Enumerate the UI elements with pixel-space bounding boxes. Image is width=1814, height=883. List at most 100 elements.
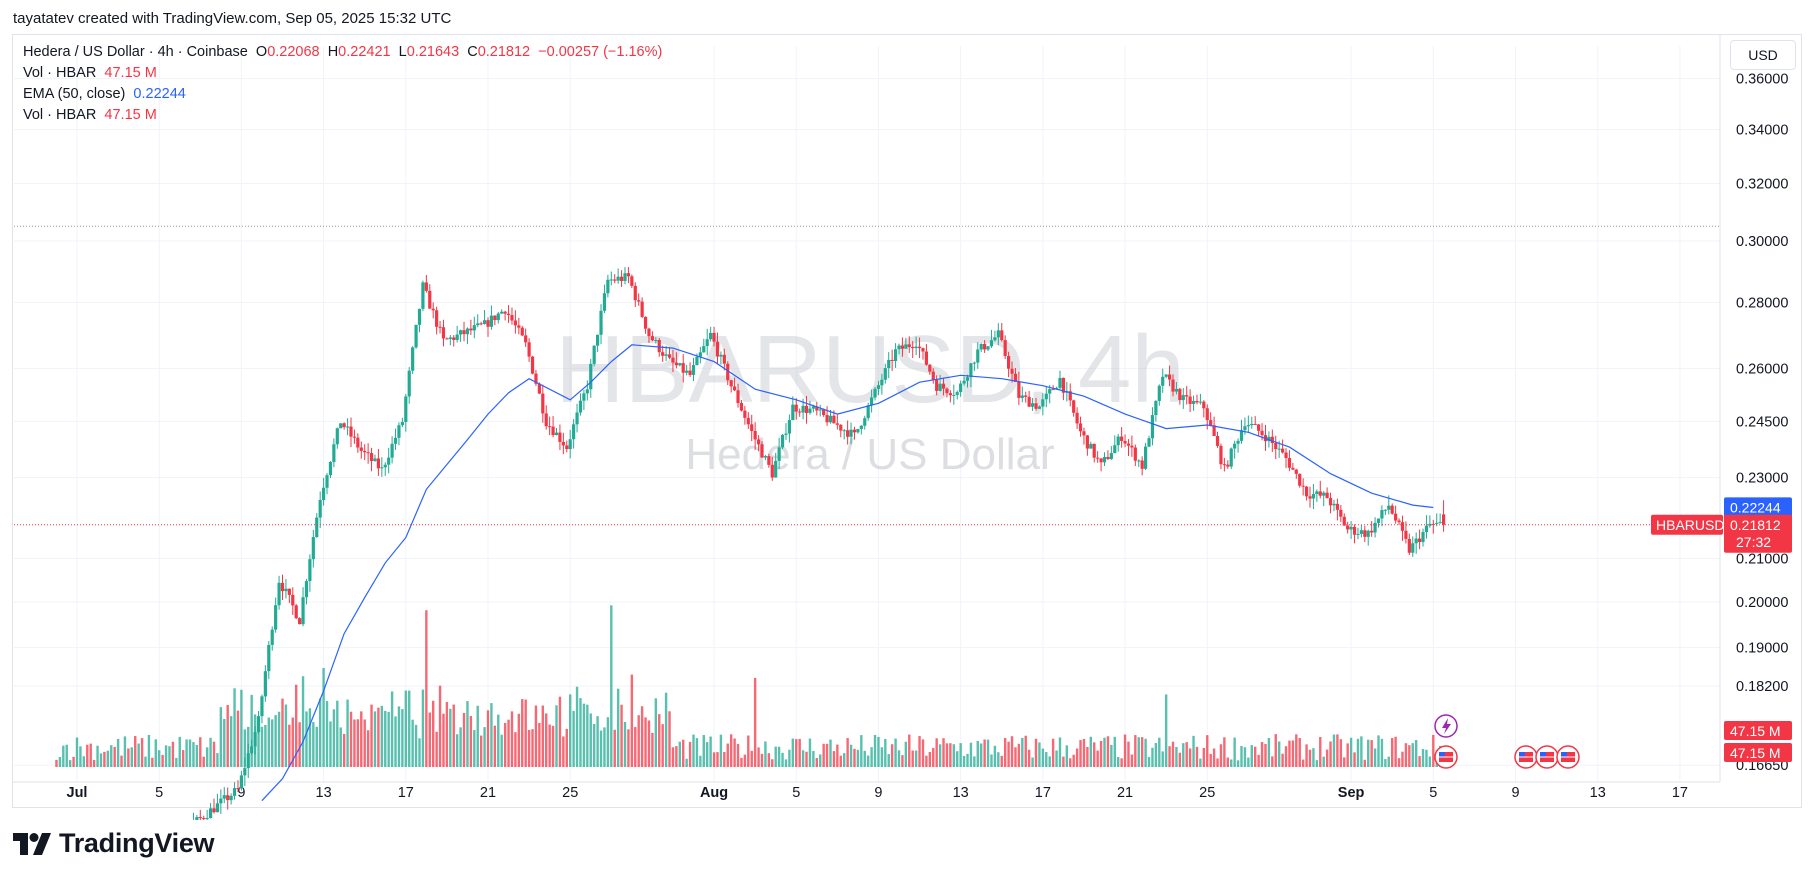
volume-bar [55,759,58,767]
volume-bar [959,743,962,767]
candle-body [1226,464,1230,467]
candle-body [534,373,538,384]
candle-body [880,379,884,386]
volume-bar [743,754,747,767]
volume-bar [575,686,579,767]
volume-bar [973,756,976,767]
volume-bar [1319,737,1322,767]
volume-bar [1254,746,1257,767]
volume-bar [949,743,952,767]
volume-bar [223,718,226,767]
volume-bar [479,735,483,767]
volume-bar [1226,757,1229,767]
candle-body [1219,445,1223,465]
volume-label: Vol · HBAR [23,65,97,81]
candle-body [250,746,254,754]
candle-body [236,788,240,790]
x-tick-label: 17 [398,785,414,801]
tradingview-brand[interactable]: TradingView [13,828,215,859]
candlestick-chart[interactable]: 0.36000 0.34000 0.32000 0.30000 0.28000 0.260… [0,0,1814,820]
candle-body [753,430,757,440]
volume-bar [147,734,151,767]
volume-bar [1397,758,1401,767]
volume-bar [1161,751,1164,767]
volume-bar [904,741,908,767]
volume-bar [226,704,229,767]
volume-bar [897,750,901,767]
candle-body [1089,443,1093,449]
volume-bar [308,708,312,767]
volume-bar [1281,753,1284,767]
candle-body [667,354,672,358]
volume-bar [1069,758,1072,767]
candle-body [1397,520,1401,523]
volume-bar [932,747,935,767]
candle-body [647,328,651,337]
volume-bar [538,722,541,767]
candle-body [1308,496,1312,499]
candle-body [1246,425,1250,427]
candle-body [339,423,343,429]
volume-bar [846,738,849,767]
volume-bar [164,745,168,767]
volume-bar [658,714,661,767]
candle-body [965,377,970,381]
candle-body [674,362,678,366]
candle-body [1167,374,1172,380]
volume-bar [346,699,349,767]
volume-bar [462,712,466,767]
volume-bar [363,719,366,767]
volume-bar [870,747,873,767]
volume-bar [671,747,675,767]
volume-bar [1202,747,1206,767]
candle-body [489,315,494,327]
legend-volume-row-2[interactable]: Vol · HBAR 47.15 M [23,107,157,123]
volume-bar [1353,752,1356,767]
volume-bar [140,738,144,767]
y-tick-label: 0.36000 [1736,72,1788,88]
volume-bar [644,717,647,767]
volume-bar [1062,756,1065,767]
candle-body [828,415,833,423]
candle-body [198,817,202,819]
volume-bar [1394,736,1397,767]
volume-bar [1096,750,1099,767]
candle-body [900,345,905,349]
legend-ema-row[interactable]: EMA (50, close) 0.22244 [23,86,186,102]
volume-bar [774,746,777,767]
candle-body [400,422,404,426]
candle-body [243,768,247,776]
volume-bar [582,703,586,767]
candle-body [435,310,439,327]
candle-body [202,817,206,819]
candle-body [791,404,795,421]
candle-body [1099,458,1103,463]
candle-body [462,330,466,335]
volume-bar [1277,741,1281,767]
currency-button[interactable]: USD [1730,40,1796,70]
candle-body [678,363,682,366]
volume-bar [736,743,740,767]
candle-body [1195,400,1199,403]
legend-volume-row[interactable]: Vol · HBAR 47.15 M [23,65,157,81]
volume-bar [1065,745,1069,767]
volume-bar [75,737,79,767]
candle-body [1298,473,1302,486]
candle-body [1349,526,1353,530]
volume-bar [1010,736,1014,767]
volume-bar [205,747,209,767]
volume-bar [613,729,616,767]
candle-body [613,279,617,281]
volume-bar [1291,740,1295,767]
volume-bar [271,719,274,767]
candle-body [808,408,812,413]
volume-bar [723,752,726,767]
candle-body [544,413,548,427]
candle-body [1387,505,1391,510]
candle-body [1414,538,1418,544]
candle-body [928,364,932,372]
volume-bar [233,688,236,767]
candle-body [1383,509,1387,511]
volume-bar [298,722,301,767]
volume-bar [599,730,603,767]
